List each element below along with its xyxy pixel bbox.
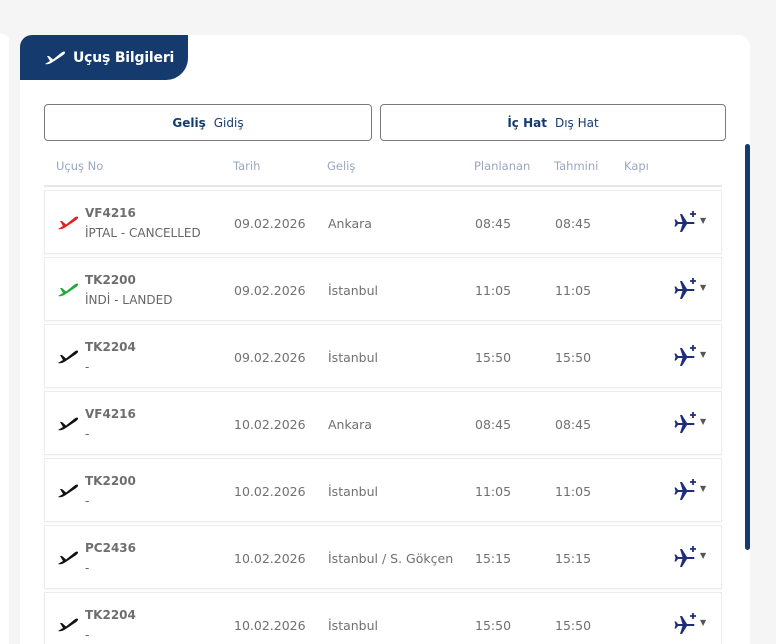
chevron-down-icon: ▼: [700, 282, 707, 292]
plane-takeoff-icon: [57, 483, 79, 499]
flight-date: 10.02.2026: [234, 551, 306, 566]
chevron-down-icon: ▼: [700, 483, 707, 493]
notify-menu-button[interactable]: ▼: [671, 544, 709, 572]
airplane-notify-icon: [671, 612, 699, 638]
flight-code: VF4216: [85, 407, 136, 421]
flight-planned-time: 08:45: [475, 216, 512, 231]
tab-arrivals[interactable]: Geliş: [172, 115, 206, 130]
scope-toggle[interactable]: İç Hat Dış Hat: [380, 104, 726, 141]
flight-row[interactable]: TK2204 - 10.02.2026 İstanbul 15:50 15:50 ▼: [44, 592, 722, 644]
flight-row[interactable]: VF4216 İPTAL - CANCELLED 09.02.2026 Ankara 0…: [44, 190, 722, 254]
airplane-notify-icon: [671, 277, 699, 303]
airplane-notify-icon: [671, 545, 699, 571]
flight-origin: İstanbul: [328, 618, 379, 633]
flight-code: TK2204: [85, 608, 136, 622]
flight-date: 10.02.2026: [234, 417, 306, 432]
notify-menu-button[interactable]: ▼: [671, 276, 709, 304]
scrollbar[interactable]: [745, 144, 750, 550]
flight-date: 10.02.2026: [234, 618, 306, 633]
flight-date: 09.02.2026: [234, 350, 306, 365]
table-header: Uçuş No Tarih Geliş Planlanan Tahmini Ka…: [44, 147, 722, 187]
col-gate: Kapı: [624, 159, 649, 173]
flight-code: VF4216: [85, 206, 136, 220]
flight-planned-time: 11:05: [475, 484, 512, 499]
col-origin: Geliş: [327, 159, 356, 173]
flight-estimated-time: 15:15: [555, 551, 592, 566]
col-flight-no: Uçuş No: [56, 159, 104, 173]
chevron-down-icon: ▼: [700, 215, 707, 225]
flight-status: -: [85, 628, 90, 642]
flight-planned-time: 15:50: [475, 618, 512, 633]
tab-domestic[interactable]: İç Hat: [507, 115, 547, 130]
flight-planned-time: 15:50: [475, 350, 512, 365]
col-planned: Planlanan: [474, 159, 531, 173]
flight-estimated-time: 08:45: [555, 216, 592, 231]
flight-origin: Ankara: [328, 216, 372, 231]
flight-row[interactable]: TK2204 - 09.02.2026 İstanbul 15:50 15:50 ▼: [44, 324, 722, 388]
airplane-notify-icon: [671, 344, 699, 370]
flight-row[interactable]: PC2436 - 10.02.2026 İstanbul / S. Gökçen 15:…: [44, 525, 722, 589]
flight-status: -: [85, 427, 90, 441]
flight-origin: Ankara: [328, 417, 372, 432]
panel-title: Uçuş Bilgileri: [73, 49, 175, 66]
col-estimated: Tahmini: [554, 159, 599, 173]
flight-row[interactable]: TK2200 - 10.02.2026 İstanbul 11:05 11:05 ▼: [44, 458, 722, 522]
plane-takeoff-icon: [57, 617, 79, 633]
flight-planned-time: 08:45: [475, 417, 512, 432]
flight-estimated-time: 11:05: [555, 283, 592, 298]
notify-menu-button[interactable]: ▼: [671, 410, 709, 438]
flight-code: TK2200: [85, 474, 136, 488]
tab-departures[interactable]: Gidiş: [213, 115, 244, 130]
chevron-down-icon: ▼: [700, 349, 707, 359]
chevron-down-icon: ▼: [700, 617, 707, 627]
plane-takeoff-icon: [57, 282, 79, 298]
flight-date: 09.02.2026: [234, 216, 306, 231]
flight-estimated-time: 15:50: [555, 618, 592, 633]
flight-code: TK2204: [85, 340, 136, 354]
plane-takeoff-icon: [44, 50, 66, 66]
flight-status: -: [85, 494, 90, 508]
tab-international[interactable]: Dış Hat: [554, 115, 599, 130]
plane-takeoff-icon: [57, 349, 79, 365]
airplane-notify-icon: [671, 411, 699, 437]
notify-menu-button[interactable]: ▼: [671, 343, 709, 371]
notify-menu-button[interactable]: ▼: [671, 611, 709, 639]
side-panel-edge: [0, 34, 9, 644]
flight-estimated-time: 08:45: [555, 417, 592, 432]
flight-estimated-time: 15:50: [555, 350, 592, 365]
airplane-notify-icon: [671, 210, 699, 236]
flight-status: -: [85, 561, 90, 575]
chevron-down-icon: ▼: [700, 550, 707, 560]
airplane-notify-icon: [671, 478, 699, 504]
flight-origin: İstanbul: [328, 350, 379, 365]
flight-date: 10.02.2026: [234, 484, 306, 499]
flight-date: 09.02.2026: [234, 283, 306, 298]
flight-code: TK2200: [85, 273, 136, 287]
flight-row[interactable]: TK2200 İNDİ - LANDED 09.02.2026 İstanbul 11:…: [44, 257, 722, 321]
direction-toggle[interactable]: Geliş Gidiş: [44, 104, 372, 141]
flight-origin: İstanbul / S. Gökçen: [328, 551, 454, 566]
flight-row[interactable]: VF4216 - 10.02.2026 Ankara 08:45 08:45 ▼: [44, 391, 722, 455]
flight-origin: İstanbul: [328, 283, 379, 298]
plane-takeoff-icon: [57, 416, 79, 432]
flight-status: İNDİ - LANDED: [85, 293, 173, 307]
flight-status: İPTAL - CANCELLED: [85, 226, 201, 240]
flight-origin: İstanbul: [328, 484, 379, 499]
panel-tab-header[interactable]: Uçuş Bilgileri: [20, 35, 188, 80]
plane-takeoff-icon: [57, 215, 79, 231]
notify-menu-button[interactable]: ▼: [671, 209, 709, 237]
flight-status: -: [85, 360, 90, 374]
chevron-down-icon: ▼: [700, 416, 707, 426]
plane-takeoff-icon: [57, 550, 79, 566]
notify-menu-button[interactable]: ▼: [671, 477, 709, 505]
col-date: Tarih: [233, 159, 261, 173]
flight-code: PC2436: [85, 541, 136, 555]
flight-planned-time: 11:05: [475, 283, 512, 298]
flight-estimated-time: 11:05: [555, 484, 592, 499]
flight-planned-time: 15:15: [475, 551, 512, 566]
